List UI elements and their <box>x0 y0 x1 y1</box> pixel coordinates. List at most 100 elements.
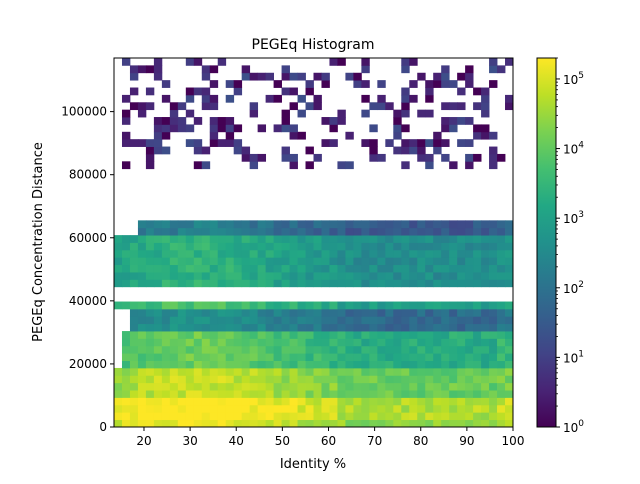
heatmap-cell <box>209 279 219 288</box>
heatmap-cell <box>241 242 251 251</box>
heatmap-cell <box>201 279 211 288</box>
heatmap-cell <box>393 323 402 332</box>
heatmap-cell <box>345 316 354 325</box>
heatmap-cell <box>153 146 163 155</box>
heatmap-cell <box>161 272 171 280</box>
heatmap-cell <box>114 397 123 406</box>
heatmap-cell <box>201 220 211 229</box>
heatmap-cell <box>305 279 314 288</box>
heatmap-cell <box>289 279 298 288</box>
heatmap-cell <box>145 257 155 266</box>
heatmap-cell <box>481 301 490 310</box>
heatmap-cell <box>441 249 450 258</box>
heatmap-cell <box>393 235 402 243</box>
heatmap-cell <box>217 382 227 391</box>
heatmap-cell <box>409 227 418 236</box>
heatmap-cell <box>481 404 490 413</box>
heatmap-cell <box>369 153 378 162</box>
heatmap-cell <box>465 375 474 384</box>
heatmap-cell <box>441 331 450 339</box>
heatmap-cell <box>473 338 482 347</box>
heatmap-cell <box>265 316 274 325</box>
heatmap-cell <box>193 331 203 339</box>
heatmap-cell <box>289 367 298 376</box>
heatmap-cell <box>273 124 282 133</box>
heatmap-cell <box>425 360 434 369</box>
heatmap-cell <box>201 161 211 170</box>
heatmap-cell <box>185 235 195 243</box>
heatmap-cell <box>129 235 139 243</box>
heatmap-cell <box>473 87 482 96</box>
heatmap-cell <box>345 404 354 413</box>
heatmap-cell <box>265 279 274 288</box>
heatmap-cell <box>193 146 203 155</box>
heatmap-cell <box>153 397 163 406</box>
heatmap-cell <box>153 390 163 398</box>
heatmap-cell <box>393 242 402 251</box>
heatmap-cell <box>409 220 418 229</box>
heatmap-cell <box>449 345 458 354</box>
heatmap-cell <box>257 390 267 398</box>
heatmap-cell <box>281 360 290 369</box>
heatmap-cell <box>153 367 163 376</box>
heatmap-cell <box>129 102 139 111</box>
heatmap-cell <box>273 257 282 266</box>
heatmap-cell <box>289 308 298 317</box>
heatmap-cell <box>217 124 227 133</box>
heatmap-cell <box>305 316 314 325</box>
heatmap-cell <box>489 367 498 376</box>
heatmap-cell <box>425 397 434 406</box>
heatmap-cell <box>313 353 322 361</box>
heatmap-cell <box>257 338 267 347</box>
heatmap-cell <box>281 412 290 421</box>
heatmap-cell <box>337 308 346 317</box>
colorbar-tick-label: 102 <box>563 280 584 296</box>
heatmap-cell <box>361 272 370 280</box>
heatmap-cell <box>497 242 506 251</box>
heatmap-cell <box>241 249 251 258</box>
heatmap-cell <box>153 264 163 273</box>
heatmap-cell <box>241 257 251 266</box>
heatmap-cell <box>361 65 370 74</box>
heatmap-cell <box>129 301 139 310</box>
heatmap-cell <box>145 235 155 243</box>
heatmap-cell <box>465 404 474 413</box>
heatmap-cell <box>393 264 402 273</box>
heatmap-cell <box>353 220 362 229</box>
heatmap-cell <box>257 242 267 251</box>
heatmap-cell <box>505 353 513 361</box>
heatmap-cell <box>257 235 267 243</box>
heatmap-cell <box>177 124 187 133</box>
heatmap-cell <box>225 375 235 384</box>
heatmap-cell <box>281 242 290 251</box>
heatmap-cell <box>217 375 227 384</box>
heatmap-cell <box>217 227 227 236</box>
heatmap-cell <box>209 117 219 125</box>
heatmap-cell <box>417 279 426 288</box>
heatmap-cell <box>457 235 466 243</box>
heatmap-cell <box>114 367 123 376</box>
heatmap-cell <box>385 301 394 310</box>
heatmap-cell <box>241 412 251 421</box>
heatmap-cell <box>121 139 131 147</box>
heatmap-cell <box>257 279 267 288</box>
heatmap-cell <box>137 390 147 398</box>
heatmap-cell <box>497 249 506 258</box>
heatmap-cell <box>225 272 235 280</box>
heatmap-cell <box>369 227 378 236</box>
heatmap-cell <box>273 338 282 347</box>
heatmap-cell <box>489 331 498 339</box>
heatmap-cell <box>273 412 282 421</box>
heatmap-cell <box>305 102 314 111</box>
heatmap-cell <box>353 367 362 376</box>
heatmap-cell <box>449 220 458 229</box>
heatmap-cell <box>449 353 458 361</box>
heatmap-cell <box>145 404 155 413</box>
heatmap-cell <box>473 131 482 140</box>
heatmap-cell <box>393 117 402 125</box>
heatmap-cell <box>417 316 426 325</box>
heatmap-cell <box>329 412 338 421</box>
heatmap-cell <box>233 382 243 391</box>
heatmap-cell <box>417 412 426 421</box>
heatmap-cell <box>121 264 131 273</box>
